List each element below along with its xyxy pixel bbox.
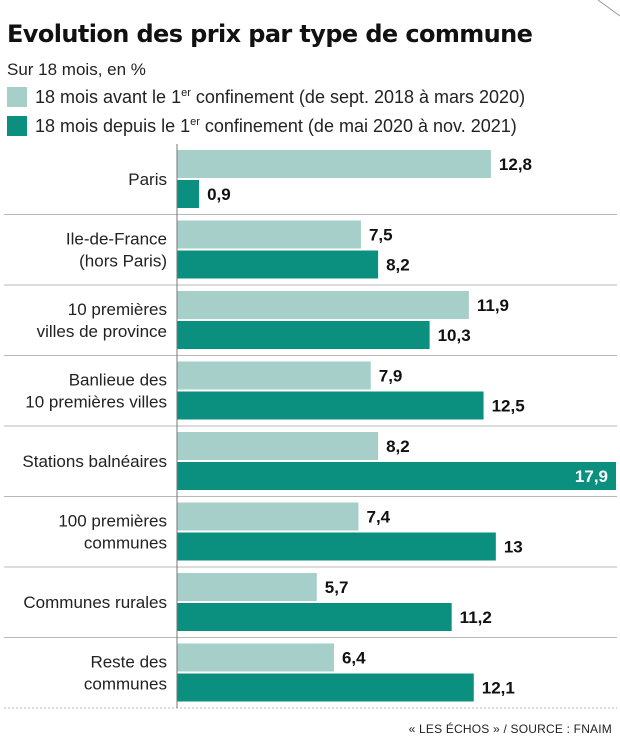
category-label-line: 10 premières villes bbox=[25, 393, 167, 412]
legend-item-before: 18 mois avant le 1er confinement (de sep… bbox=[7, 86, 525, 108]
category-label-line: Reste des bbox=[90, 653, 167, 672]
data-label: 8,2 bbox=[386, 437, 410, 456]
bar-after bbox=[177, 603, 452, 631]
category-label-line: communes bbox=[84, 534, 167, 553]
category-label-line: communes bbox=[84, 675, 167, 694]
legend-swatch-after bbox=[7, 116, 27, 136]
legend-item-after: 18 mois depuis le 1er confinement (de ma… bbox=[7, 115, 517, 137]
data-label: 6,4 bbox=[342, 649, 366, 668]
bar-before bbox=[177, 291, 469, 319]
data-label: 8,2 bbox=[386, 256, 410, 275]
bar-before bbox=[177, 502, 359, 531]
bar-after bbox=[177, 321, 430, 349]
category-label-line: 100 premières bbox=[58, 512, 167, 531]
bar-after bbox=[177, 391, 484, 420]
data-label: 11,9 bbox=[477, 296, 509, 315]
bar-before bbox=[177, 361, 371, 390]
bar-after bbox=[177, 180, 200, 208]
data-label: 17,9 bbox=[575, 467, 608, 486]
category-label: 10 premières villes de province bbox=[37, 300, 167, 341]
category-label: Stations balnéaires bbox=[22, 452, 167, 471]
category-label-line: Ile-de-France bbox=[66, 230, 167, 249]
category-label-line: Communes rurales bbox=[23, 593, 167, 612]
data-label: 12,8 bbox=[499, 155, 532, 174]
bar-after bbox=[177, 462, 616, 490]
data-label: 10,3 bbox=[438, 326, 471, 345]
category-label: Ile-de-France (hors Paris) bbox=[66, 230, 167, 271]
source-credit: « LES ÉCHOS » / SOURCE : FNAIM bbox=[408, 722, 612, 736]
category-label: Banlieue des 10 premières villes bbox=[25, 371, 167, 412]
bar-before bbox=[177, 220, 361, 249]
bar-after bbox=[177, 673, 474, 702]
category-label: 100 premières communes bbox=[58, 512, 167, 553]
category-label-line: Paris bbox=[128, 170, 167, 189]
bar-before bbox=[177, 432, 379, 460]
data-label: 13 bbox=[504, 538, 523, 557]
category-label: Communes rurales bbox=[23, 593, 167, 612]
data-label: 5,7 bbox=[325, 578, 349, 597]
category-label-line: Banlieue des bbox=[69, 371, 167, 390]
bar-before bbox=[177, 643, 334, 672]
corner-fold-decoration bbox=[597, 0, 620, 17]
category-label: Paris bbox=[128, 170, 167, 189]
data-label: 7,5 bbox=[369, 226, 393, 245]
data-label: 12,1 bbox=[482, 679, 515, 698]
bar-after bbox=[177, 250, 379, 279]
bar-after bbox=[177, 532, 496, 561]
category-label: Reste des communes bbox=[84, 653, 167, 694]
legend-swatch-before bbox=[7, 87, 27, 107]
data-label: 7,9 bbox=[379, 367, 403, 386]
data-label: 11,2 bbox=[460, 608, 492, 627]
data-label: 0,9 bbox=[207, 185, 231, 204]
data-label: 7,4 bbox=[366, 508, 390, 527]
bar-before bbox=[177, 573, 317, 601]
chart-subtitle: Sur 18 mois, en % bbox=[7, 60, 146, 79]
category-label-line: (hors Paris) bbox=[79, 252, 167, 271]
category-label-line: Stations balnéaires bbox=[22, 452, 167, 471]
bar-before bbox=[177, 150, 491, 178]
category-label-line: 10 premières bbox=[68, 300, 167, 319]
legend-label-before: 18 mois avant le 1er confinement (de sep… bbox=[35, 86, 526, 107]
legend-label-after: 18 mois depuis le 1er confinement (de ma… bbox=[35, 115, 517, 136]
data-label: 12,5 bbox=[492, 397, 525, 416]
chart-title: Evolution des prix par type de commune bbox=[7, 20, 533, 48]
category-label-line: villes de province bbox=[37, 322, 167, 341]
